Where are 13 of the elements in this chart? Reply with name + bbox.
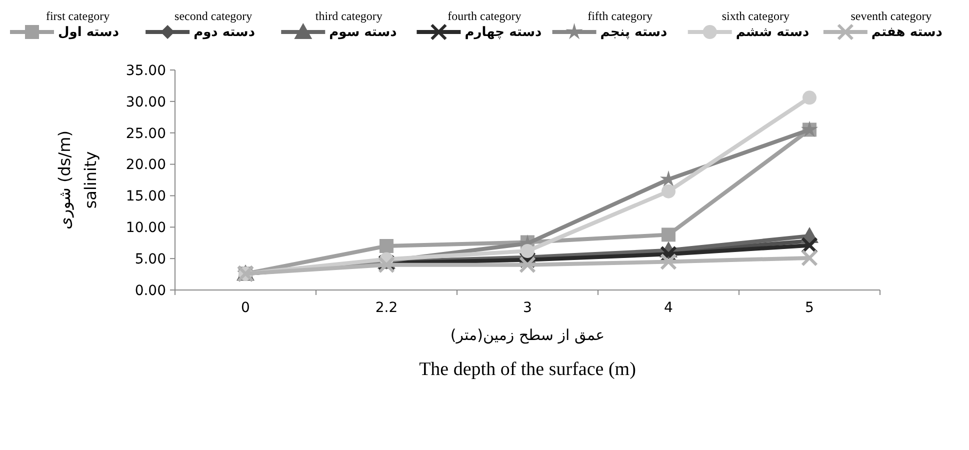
- y-tick-label: 30.00: [126, 94, 166, 110]
- x-tick-label: 0: [241, 300, 250, 316]
- y-tick-label: 0.00: [134, 282, 166, 299]
- y-tick-label: 10.00: [126, 220, 166, 236]
- y-tick-label: 25.00: [126, 126, 166, 142]
- y-tick-label: 5.00: [134, 251, 166, 268]
- x-tick-label: 3: [523, 300, 532, 316]
- x-tick-label: 4: [664, 300, 674, 316]
- y-tick-label: 35.00: [126, 62, 166, 79]
- x-tick-label: 5: [805, 300, 814, 316]
- x-tick-label: 2.2: [375, 300, 398, 316]
- y-tick-label: 20.00: [126, 157, 166, 174]
- y-tick-label: 15.00: [126, 188, 166, 205]
